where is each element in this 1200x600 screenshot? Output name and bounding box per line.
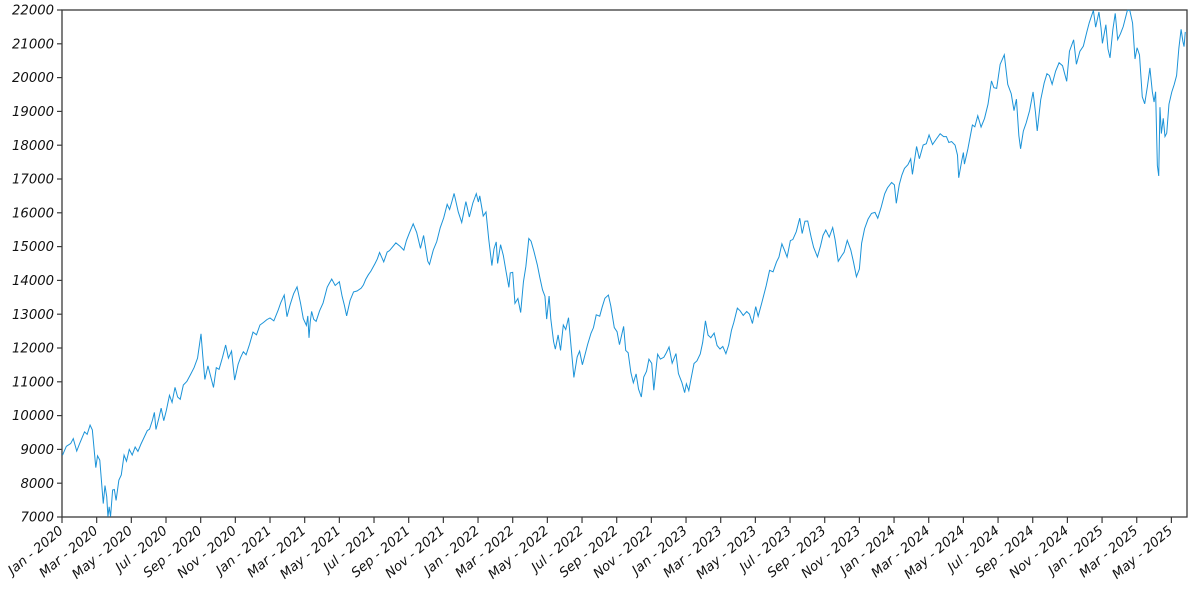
y-tick-label: 22000 [12,4,54,19]
y-tick-label: 11000 [12,375,54,390]
y-tick-label: 9000 [20,443,54,458]
y-tick-label: 14000 [12,274,54,289]
y-tick-label: 19000 [12,105,54,120]
y-tick-label: 7000 [20,511,54,526]
plot-frame [61,9,1188,518]
y-tick-label: 20000 [12,71,54,86]
y-tick-label: 16000 [12,206,54,221]
y-tick-label: 15000 [12,240,54,255]
y-tick-label: 18000 [12,139,54,154]
y-tick-label: 8000 [20,477,54,492]
y-tick-label: 21000 [12,37,54,52]
y-tick-label: 10000 [12,409,54,424]
price-line-series [62,9,1186,517]
y-tick-label: 13000 [12,308,54,323]
y-tick-label: 12000 [12,342,54,357]
y-tick-label: 17000 [12,173,54,188]
